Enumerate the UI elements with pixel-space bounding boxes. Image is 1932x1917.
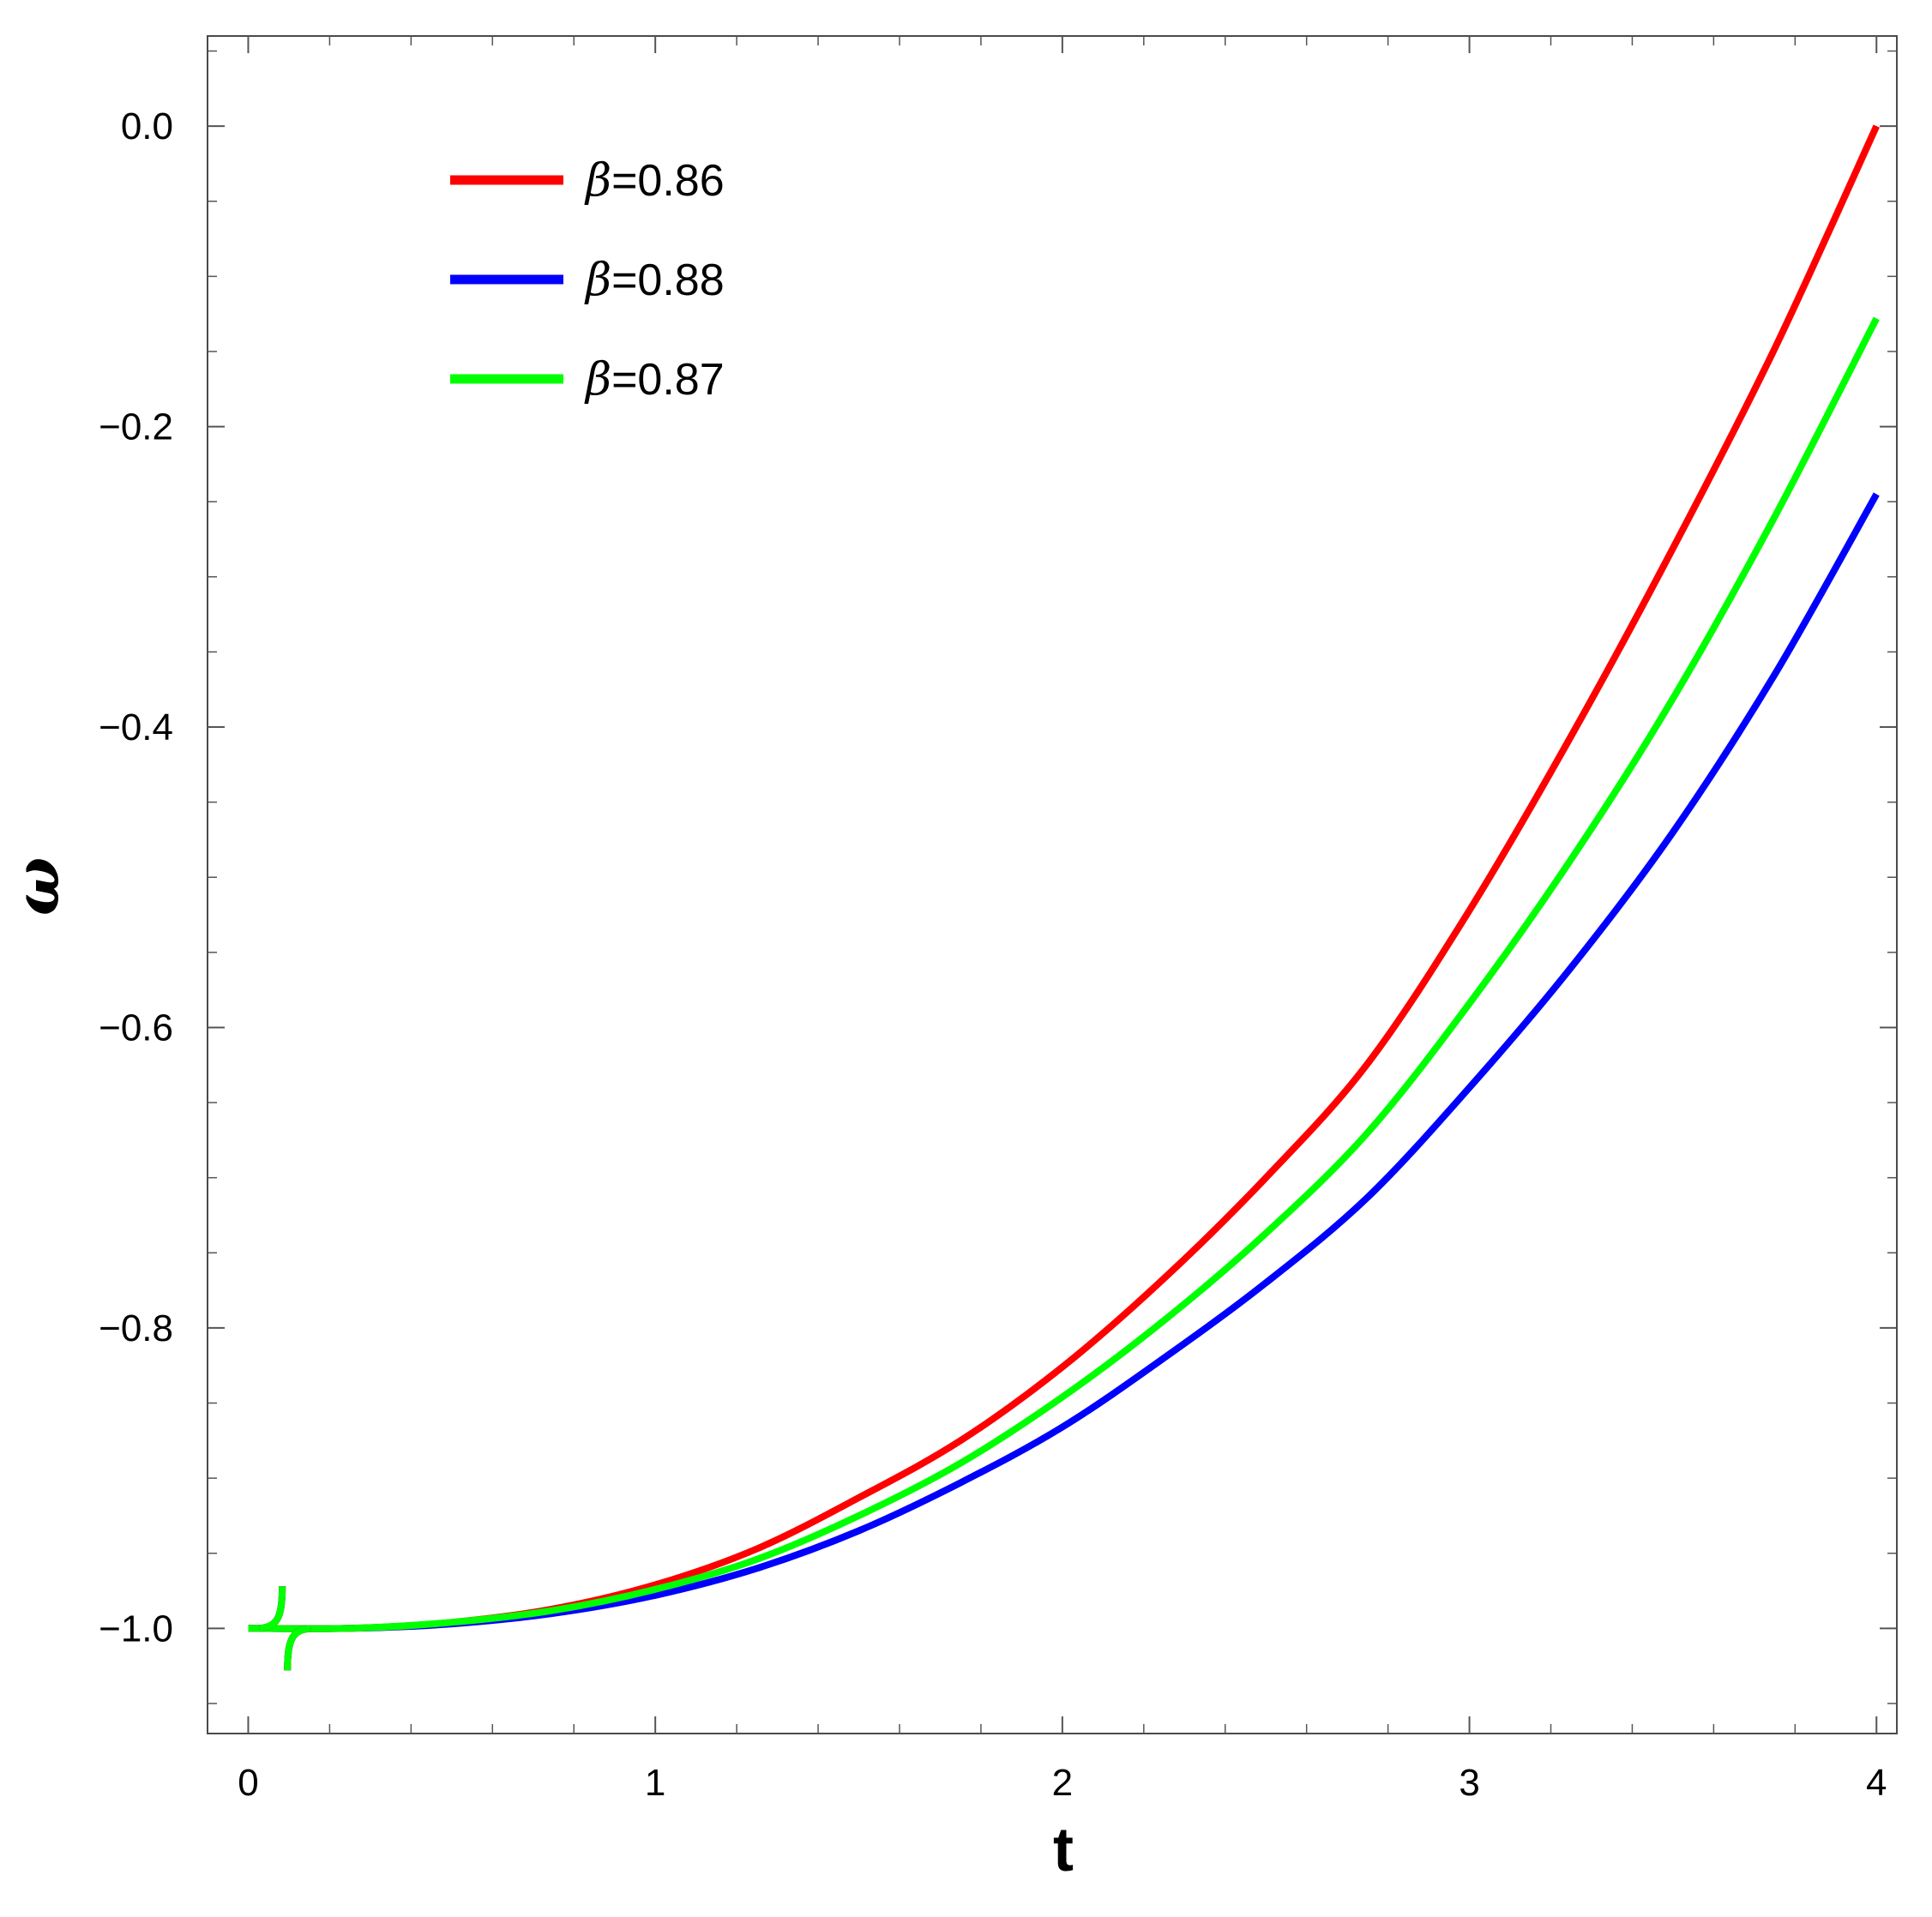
legend-label-symbol: β <box>584 255 611 306</box>
plot-frame-border <box>207 35 1898 1734</box>
x-tick-label: 1 <box>645 1762 665 1804</box>
legend-label: β=0.88 <box>584 255 725 306</box>
y-axis-title: ω <box>0 857 73 916</box>
legend-label-symbol: β <box>584 354 611 406</box>
legend: β=0.86β=0.88β=0.87 <box>450 155 725 406</box>
y-tick-label: −0.2 <box>99 406 173 448</box>
series-artifact <box>258 1586 311 1671</box>
legend-label-value: =0.88 <box>611 255 725 305</box>
y-tick-label: −0.4 <box>99 706 173 748</box>
y-tick-label: −1.0 <box>99 1608 173 1650</box>
axis-ticks: 0 1 2 3 4 0.0 −0.2 −0.4 −0.6 −0.8 −1.0 <box>99 36 1897 1804</box>
x-axis-title: t <box>1053 1816 1074 1884</box>
y-tick-label: 0.0 <box>121 105 173 147</box>
x-tick-label: 2 <box>1052 1762 1073 1804</box>
y-tick-label: −0.8 <box>99 1307 173 1349</box>
legend-label: β=0.87 <box>584 354 725 406</box>
x-tick-label: 4 <box>1866 1762 1887 1804</box>
x-tick-label: 3 <box>1459 1762 1479 1804</box>
legend-label: β=0.86 <box>584 155 725 207</box>
legend-label-value: =0.87 <box>611 355 725 405</box>
legend-label-symbol: β <box>584 155 611 207</box>
legend-label-value: =0.86 <box>611 156 725 206</box>
series-lines <box>248 124 1880 1671</box>
series-line <box>248 316 1880 1632</box>
y-tick-label: −0.6 <box>99 1007 173 1049</box>
plot-frame <box>207 35 1898 1734</box>
x-tick-label: 0 <box>238 1762 258 1804</box>
